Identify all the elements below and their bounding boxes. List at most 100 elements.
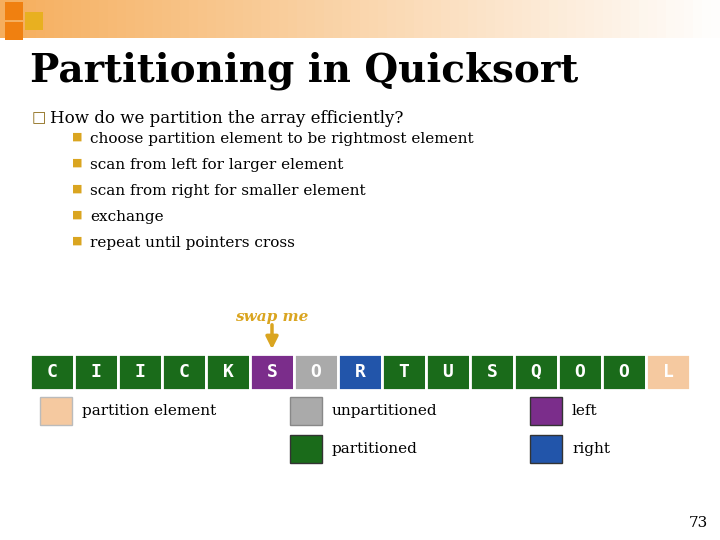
- Bar: [630, 0, 639, 38]
- Text: right: right: [572, 442, 610, 456]
- Bar: [294, 354, 338, 390]
- Bar: [290, 435, 322, 463]
- Bar: [297, 0, 306, 38]
- Bar: [702, 0, 711, 38]
- Bar: [648, 0, 657, 38]
- Bar: [144, 0, 153, 38]
- Bar: [360, 0, 369, 38]
- Bar: [180, 0, 189, 38]
- Bar: [513, 0, 522, 38]
- Text: How do we partition the array efficiently?: How do we partition the array efficientl…: [50, 110, 403, 127]
- Text: S: S: [266, 363, 277, 381]
- Bar: [243, 0, 252, 38]
- Bar: [207, 0, 216, 38]
- Bar: [270, 0, 279, 38]
- Text: T: T: [399, 363, 410, 381]
- Bar: [684, 0, 693, 38]
- Bar: [450, 0, 459, 38]
- Bar: [63, 0, 72, 38]
- Text: O: O: [575, 363, 585, 381]
- Bar: [530, 435, 562, 463]
- Bar: [495, 0, 504, 38]
- Bar: [646, 354, 690, 390]
- Bar: [594, 0, 603, 38]
- Text: C: C: [179, 363, 189, 381]
- Bar: [27, 0, 36, 38]
- Bar: [162, 0, 171, 38]
- Text: ■: ■: [72, 132, 83, 142]
- Bar: [117, 0, 126, 38]
- Bar: [693, 0, 702, 38]
- Bar: [558, 0, 567, 38]
- Text: C: C: [47, 363, 58, 381]
- Bar: [414, 0, 423, 38]
- Bar: [5, 22, 23, 40]
- Bar: [522, 0, 531, 38]
- Bar: [459, 0, 468, 38]
- Text: Q: Q: [531, 363, 541, 381]
- Bar: [90, 0, 99, 38]
- Bar: [9, 0, 18, 38]
- Text: ■: ■: [72, 158, 83, 168]
- Text: U: U: [443, 363, 454, 381]
- Bar: [153, 0, 162, 38]
- Bar: [54, 0, 63, 38]
- Bar: [540, 0, 549, 38]
- Bar: [441, 0, 450, 38]
- Bar: [639, 0, 648, 38]
- Bar: [369, 0, 378, 38]
- Bar: [470, 354, 514, 390]
- Bar: [25, 12, 43, 30]
- Text: left: left: [572, 404, 598, 418]
- Bar: [279, 0, 288, 38]
- Bar: [333, 0, 342, 38]
- Bar: [288, 0, 297, 38]
- Text: L: L: [662, 363, 673, 381]
- Bar: [378, 0, 387, 38]
- Bar: [711, 0, 720, 38]
- Bar: [108, 0, 117, 38]
- Bar: [342, 0, 351, 38]
- Text: choose partition element to be rightmost element: choose partition element to be rightmost…: [90, 132, 474, 146]
- Bar: [382, 354, 426, 390]
- Bar: [621, 0, 630, 38]
- Bar: [18, 0, 27, 38]
- Bar: [405, 0, 414, 38]
- Bar: [206, 354, 250, 390]
- Bar: [5, 2, 23, 20]
- Text: exchange: exchange: [90, 210, 163, 224]
- Bar: [531, 0, 540, 38]
- Text: O: O: [618, 363, 629, 381]
- Bar: [216, 0, 225, 38]
- Text: K: K: [222, 363, 233, 381]
- Bar: [351, 0, 360, 38]
- Bar: [603, 0, 612, 38]
- Bar: [135, 0, 144, 38]
- Bar: [585, 0, 594, 38]
- Bar: [162, 354, 206, 390]
- Bar: [45, 0, 54, 38]
- Text: swap me: swap me: [235, 310, 309, 324]
- Bar: [468, 0, 477, 38]
- Bar: [74, 354, 118, 390]
- Bar: [189, 0, 198, 38]
- Bar: [225, 0, 234, 38]
- Bar: [338, 354, 382, 390]
- Bar: [81, 0, 90, 38]
- Text: partition element: partition element: [82, 404, 216, 418]
- Bar: [567, 0, 576, 38]
- Bar: [118, 354, 162, 390]
- Bar: [612, 0, 621, 38]
- Bar: [36, 0, 45, 38]
- Bar: [423, 0, 432, 38]
- Bar: [290, 397, 322, 425]
- Bar: [0, 0, 9, 38]
- Text: ■: ■: [72, 236, 83, 246]
- Bar: [602, 354, 646, 390]
- Bar: [198, 0, 207, 38]
- Text: scan from right for smaller element: scan from right for smaller element: [90, 184, 366, 198]
- Bar: [657, 0, 666, 38]
- Text: 73: 73: [689, 516, 708, 530]
- Bar: [486, 0, 495, 38]
- Bar: [666, 0, 675, 38]
